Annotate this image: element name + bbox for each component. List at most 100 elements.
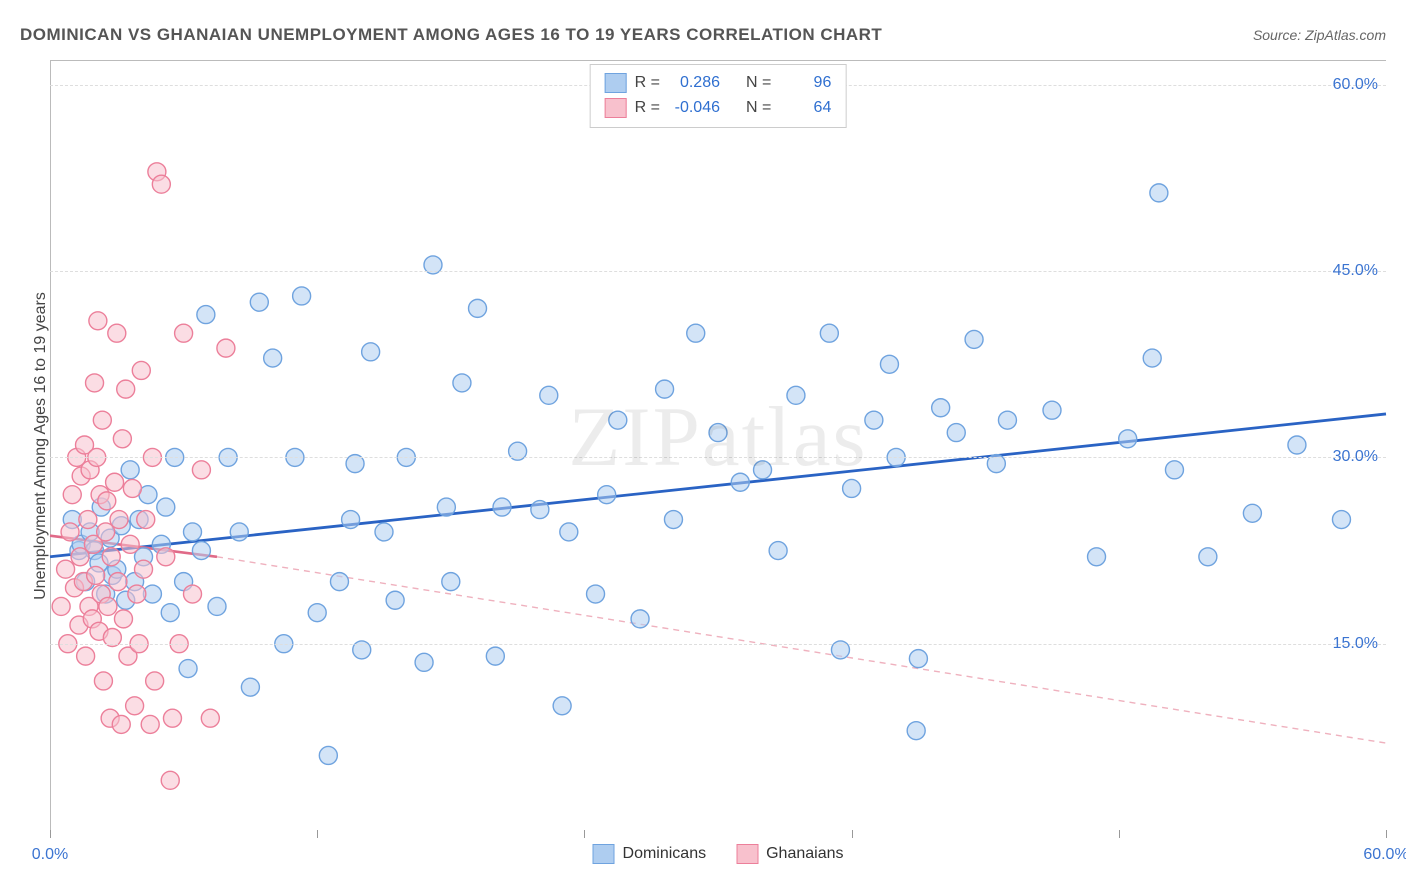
data-point-ghanaians [102, 548, 120, 566]
x-tick-label: 60.0% [1363, 846, 1406, 864]
data-point-dominicans [998, 411, 1016, 429]
data-point-dominicans [754, 461, 772, 479]
data-point-dominicans [493, 498, 511, 516]
data-point-dominicans [157, 498, 175, 516]
data-point-ghanaians [63, 486, 81, 504]
y-tick-label: 45.0% [1333, 262, 1378, 280]
data-point-dominicans [540, 386, 558, 404]
data-point-dominicans [965, 330, 983, 348]
data-point-ghanaians [114, 610, 132, 628]
data-point-dominicans [664, 511, 682, 529]
y-tick-label: 30.0% [1333, 448, 1378, 466]
data-point-ghanaians [217, 339, 235, 357]
gridline [50, 644, 1386, 645]
r-value: -0.046 [668, 96, 720, 121]
data-point-ghanaians [79, 511, 97, 529]
legend-label: Dominicans [623, 845, 707, 863]
data-point-dominicans [241, 678, 259, 696]
data-point-dominicans [598, 486, 616, 504]
data-point-ghanaians [99, 597, 117, 615]
y-axis-title: Unemployment Among Ages 16 to 19 years [32, 292, 50, 600]
data-point-ghanaians [109, 573, 127, 591]
r-label: R = [635, 96, 660, 121]
source-label: Source: ZipAtlas.com [1253, 27, 1386, 43]
legend-swatch-dominicans [593, 844, 615, 864]
gridline [50, 457, 1386, 458]
data-point-ghanaians [98, 492, 116, 510]
data-point-ghanaians [126, 697, 144, 715]
legend-item-ghanaians: Ghanaians [736, 844, 843, 864]
data-point-dominicans [342, 511, 360, 529]
data-point-ghanaians [93, 411, 111, 429]
data-point-dominicans [192, 542, 210, 560]
data-point-ghanaians [86, 374, 104, 392]
data-point-dominicans [553, 697, 571, 715]
data-point-dominicans [880, 355, 898, 373]
data-point-dominicans [947, 424, 965, 442]
data-point-dominicans [197, 306, 215, 324]
data-point-dominicans [1119, 430, 1137, 448]
data-point-dominicans [469, 299, 487, 317]
data-point-ghanaians [57, 560, 75, 578]
data-point-dominicans [731, 473, 749, 491]
data-point-dominicans [656, 380, 674, 398]
data-point-dominicans [1288, 436, 1306, 454]
legend-item-dominicans: Dominicans [593, 844, 707, 864]
legend-stats-row-1: R = 0.286 N = 96 [605, 71, 832, 96]
points-layer [50, 60, 1386, 830]
data-point-ghanaians [192, 461, 210, 479]
legend-stats: R = 0.286 N = 96 R = -0.046 N = 64 [590, 64, 847, 128]
data-point-ghanaians [201, 709, 219, 727]
data-point-dominicans [293, 287, 311, 305]
data-point-dominicans [932, 399, 950, 417]
r-value: 0.286 [668, 71, 720, 96]
data-point-dominicans [787, 386, 805, 404]
data-point-ghanaians [135, 560, 153, 578]
legend-swatch-ghanaians [736, 844, 758, 864]
data-point-dominicans [442, 573, 460, 591]
data-point-ghanaians [117, 380, 135, 398]
data-point-dominicans [820, 324, 838, 342]
data-point-ghanaians [157, 548, 175, 566]
data-point-dominicans [453, 374, 471, 392]
data-point-dominicans [308, 604, 326, 622]
n-value: 64 [779, 96, 831, 121]
legend-swatch-1 [605, 73, 627, 93]
data-point-ghanaians [175, 324, 193, 342]
x-tick [317, 830, 318, 838]
data-point-ghanaians [52, 597, 70, 615]
data-point-ghanaians [110, 511, 128, 529]
data-point-ghanaians [146, 672, 164, 690]
data-point-ghanaians [121, 535, 139, 553]
y-tick-label: 60.0% [1333, 76, 1378, 94]
data-point-ghanaians [132, 361, 150, 379]
data-point-dominicans [415, 653, 433, 671]
title-bar: DOMINICAN VS GHANAIAN UNEMPLOYMENT AMONG… [20, 25, 1386, 45]
r-label: R = [635, 71, 660, 96]
data-point-dominicans [843, 479, 861, 497]
data-point-dominicans [486, 647, 504, 665]
data-point-dominicans [250, 293, 268, 311]
n-value: 96 [779, 71, 831, 96]
data-point-ghanaians [106, 473, 124, 491]
x-tick [584, 830, 585, 838]
data-point-ghanaians [128, 585, 146, 603]
x-tick [852, 830, 853, 838]
data-point-ghanaians [184, 585, 202, 603]
data-point-dominicans [909, 650, 927, 668]
n-label: N = [746, 71, 771, 96]
data-point-dominicans [1150, 184, 1168, 202]
data-point-dominicans [362, 343, 380, 361]
data-point-dominicans [769, 542, 787, 560]
data-point-dominicans [121, 461, 139, 479]
gridline [50, 271, 1386, 272]
data-point-ghanaians [61, 523, 79, 541]
data-point-dominicans [264, 349, 282, 367]
data-point-dominicans [184, 523, 202, 541]
data-point-dominicans [1243, 504, 1261, 522]
legend-series: Dominicans Ghanaians [593, 844, 844, 864]
data-point-dominicans [437, 498, 455, 516]
data-point-dominicans [1088, 548, 1106, 566]
data-point-dominicans [531, 501, 549, 519]
n-label: N = [746, 96, 771, 121]
